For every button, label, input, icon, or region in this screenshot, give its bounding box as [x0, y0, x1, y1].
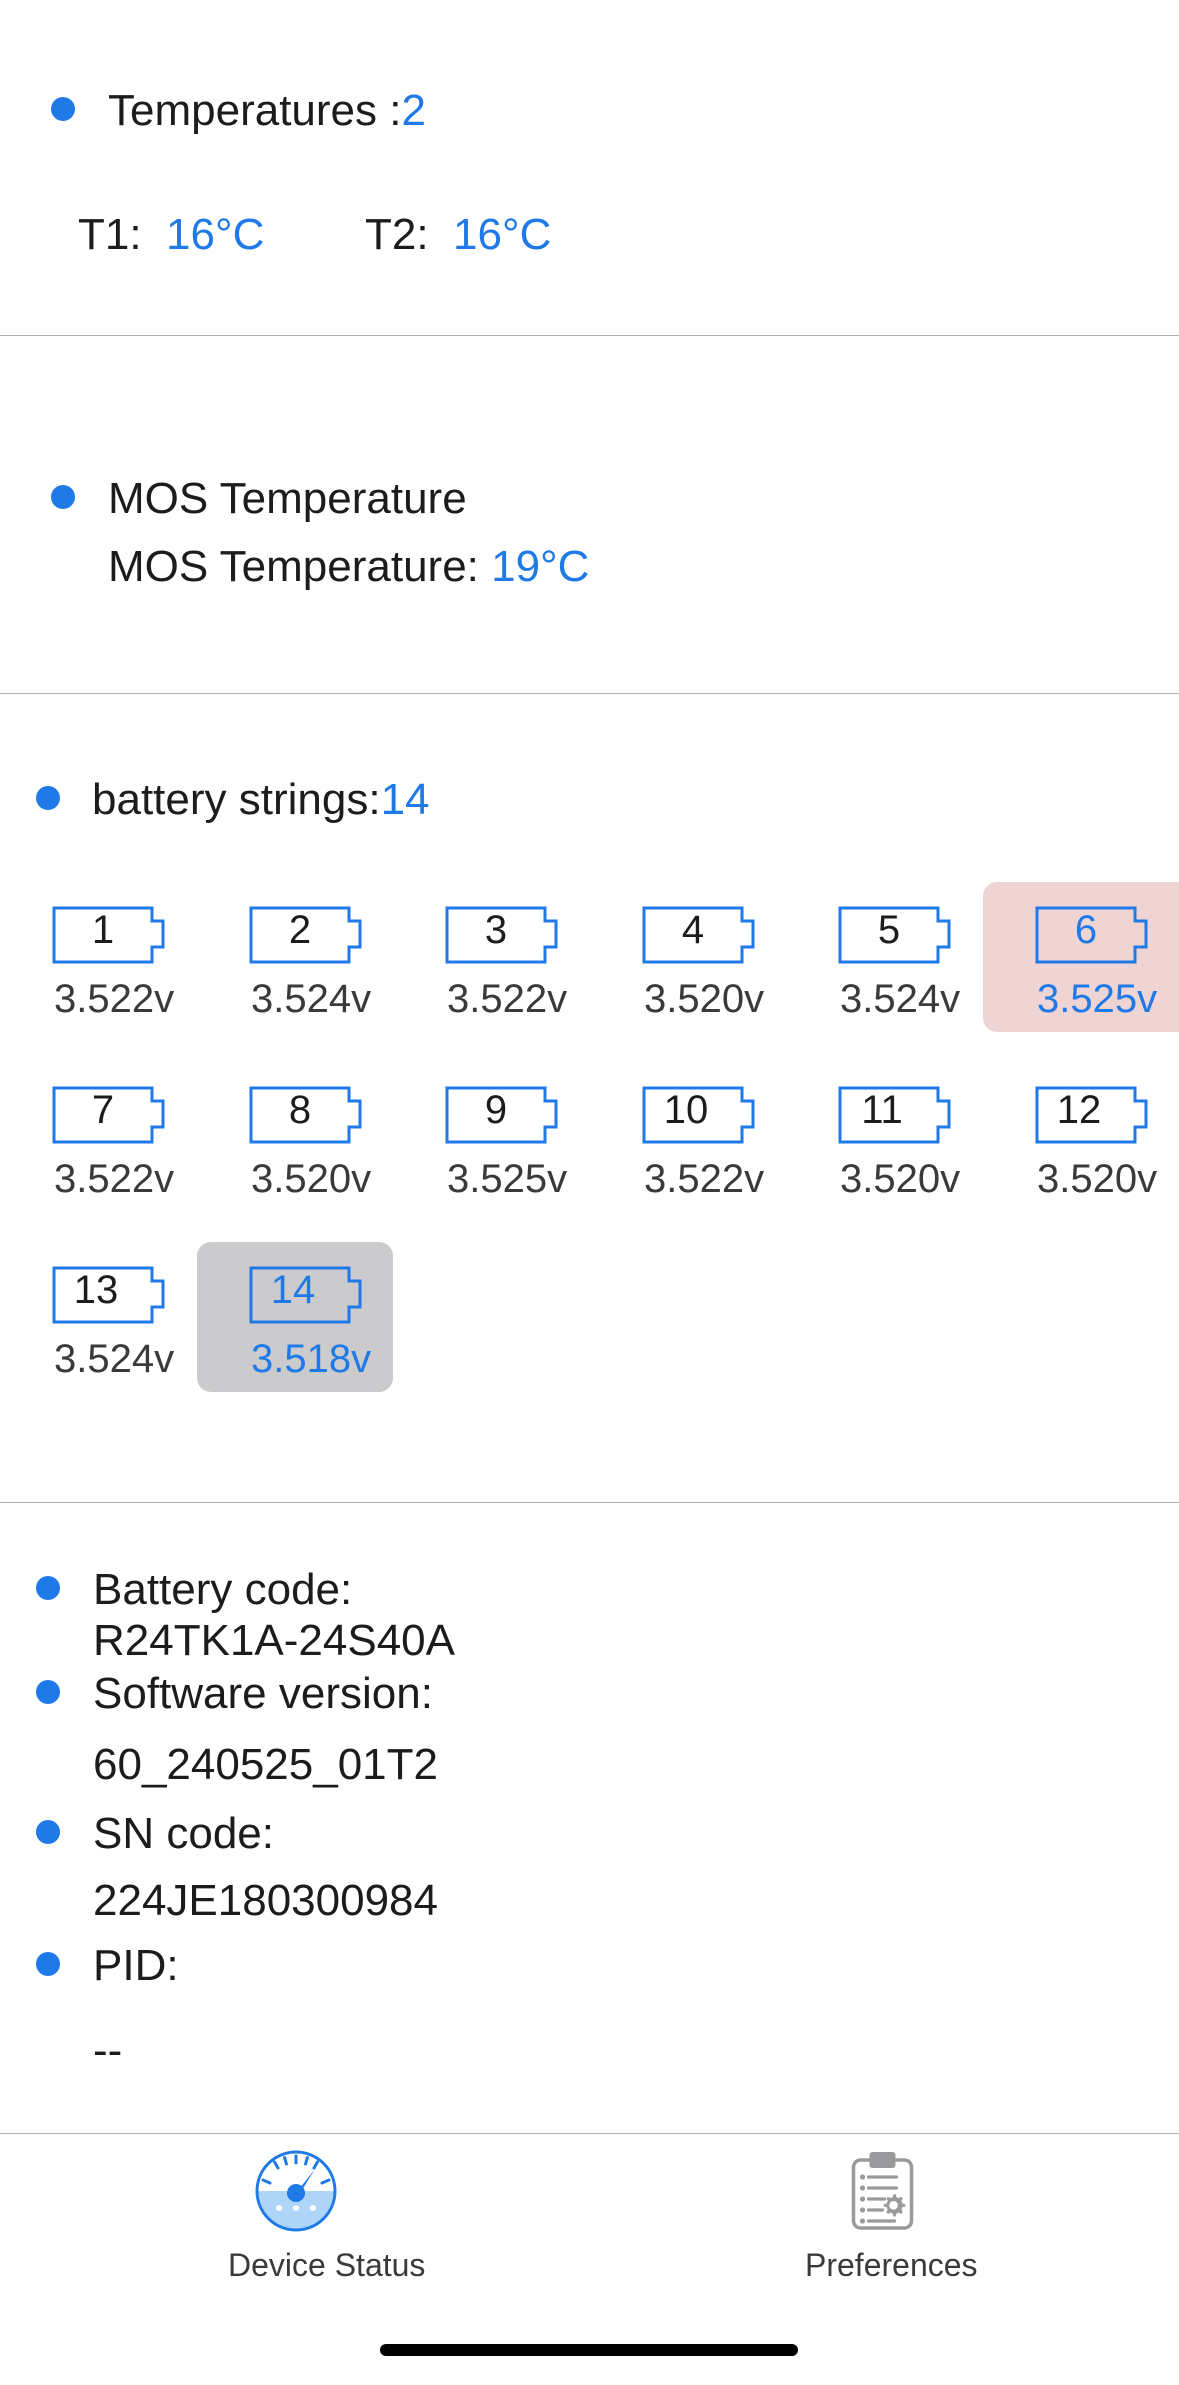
svg-text:5: 5	[878, 908, 900, 952]
svg-text:7: 7	[92, 1088, 114, 1132]
svg-text:3.525v: 3.525v	[447, 1157, 567, 1201]
svg-text:12: 12	[1056, 1088, 1101, 1132]
svg-text:3.522v: 3.522v	[644, 1157, 764, 1201]
svg-text:3.522v: 3.522v	[54, 1157, 174, 1201]
svg-text:14: 14	[270, 1268, 315, 1312]
svg-text:1: 1	[92, 908, 114, 952]
svg-text:10: 10	[663, 1088, 708, 1132]
svg-text:3.520v: 3.520v	[840, 1157, 960, 1201]
svg-text:2: 2	[288, 908, 310, 952]
svg-text:3.524v: 3.524v	[840, 977, 960, 1021]
svg-text:3.522v: 3.522v	[447, 977, 567, 1021]
svg-text:3.520v: 3.520v	[644, 977, 764, 1021]
svg-text:11: 11	[861, 1088, 903, 1132]
svg-text:3.524v: 3.524v	[251, 977, 371, 1021]
svg-text:3.525v: 3.525v	[1037, 977, 1157, 1021]
svg-text:3.524v: 3.524v	[54, 1337, 174, 1381]
svg-text:3.520v: 3.520v	[251, 1157, 371, 1201]
svg-text:3.518v: 3.518v	[251, 1337, 371, 1381]
svg-text:9: 9	[485, 1088, 507, 1132]
svg-text:4: 4	[681, 908, 703, 952]
svg-text:3.522v: 3.522v	[54, 977, 174, 1021]
svg-text:8: 8	[288, 1088, 310, 1132]
svg-text:3.520v: 3.520v	[1037, 1157, 1157, 1201]
svg-text:6: 6	[1074, 908, 1096, 952]
svg-text:13: 13	[74, 1268, 119, 1312]
svg-text:3: 3	[485, 908, 507, 952]
